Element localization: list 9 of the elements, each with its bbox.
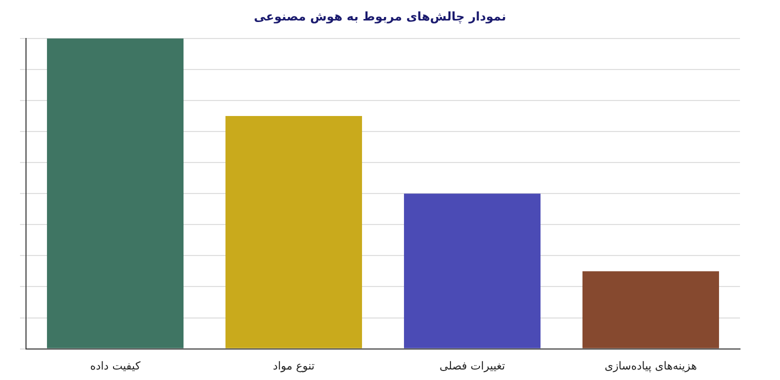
bar xyxy=(46,38,184,348)
x-tick-label: هزینه‌های پیاده‌سازی xyxy=(604,359,698,372)
bar xyxy=(225,116,362,348)
x-tick-label: تغییرات فصلی xyxy=(439,359,506,372)
bar xyxy=(582,271,720,348)
chart-title: نمودار چالش‌های مربوط به هوش مصنوعی xyxy=(254,9,506,24)
bar xyxy=(404,194,541,348)
x-tick-label: تنوع مواد xyxy=(272,359,315,372)
x-tick-label: کیفیت داده xyxy=(90,359,142,372)
